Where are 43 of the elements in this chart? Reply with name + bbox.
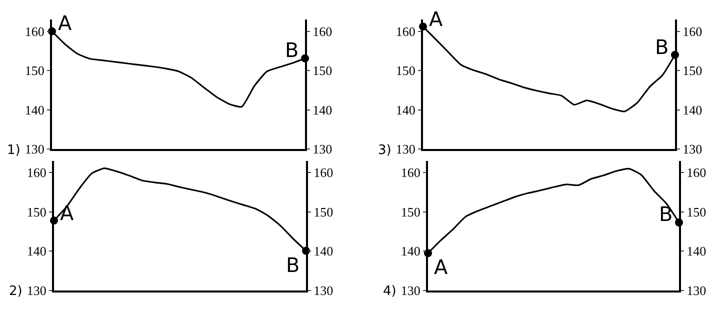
y-tick-label: 140: [400, 244, 420, 259]
annotation: B: [285, 38, 299, 62]
y-tick-label: 140: [24, 102, 44, 118]
y-tick-label: 160: [24, 24, 44, 39]
y-tick-label: 150: [396, 63, 416, 78]
annotation: B: [286, 253, 300, 277]
y-tick-label: 150: [26, 204, 46, 220]
y2-tick-label: 150: [314, 204, 334, 220]
y2-tick-label: 160: [314, 165, 334, 180]
annotation: B: [659, 202, 673, 226]
y2-tick-label: 140: [314, 244, 334, 259]
y2-tick-label: 130: [682, 142, 702, 157]
y-tick-label: 130: [400, 283, 420, 298]
y2-tick-label: 160: [686, 165, 706, 180]
y2-tick-label: 140: [686, 244, 706, 259]
y2-tick-label: 150: [682, 63, 702, 78]
y-tick-label: 130: [396, 142, 416, 157]
text: 4): [383, 284, 396, 299]
y-tick-label: 130: [26, 283, 46, 298]
y-tick-label: 140: [396, 102, 416, 118]
y2-tick-label: 130: [314, 283, 334, 298]
y-tick-label: 130: [24, 142, 44, 157]
y-tick-label: 160: [400, 165, 420, 180]
y2-tick-label: 130: [686, 283, 706, 298]
annotation: A: [434, 255, 448, 279]
y-tick-label: 160: [396, 24, 416, 39]
text: 1): [7, 143, 20, 158]
annotation: A: [58, 11, 72, 35]
y-tick-label: 160: [26, 165, 46, 180]
y-tick-label: 150: [24, 63, 44, 78]
y-tick-label: 140: [26, 244, 46, 259]
y-tick-label: 150: [400, 204, 420, 220]
y2-tick-label: 140: [312, 102, 332, 118]
y2-tick-label: 160: [312, 24, 332, 39]
y2-tick-label: 140: [682, 102, 702, 118]
annotation: B: [655, 35, 669, 59]
y2-tick-label: 150: [312, 63, 332, 78]
text: 2): [9, 284, 22, 299]
y2-tick-label: 150: [686, 204, 706, 220]
annotation: A: [429, 7, 443, 31]
y2-tick-label: 130: [312, 142, 332, 157]
y2-tick-label: 160: [682, 24, 702, 39]
text: 3): [378, 143, 392, 158]
